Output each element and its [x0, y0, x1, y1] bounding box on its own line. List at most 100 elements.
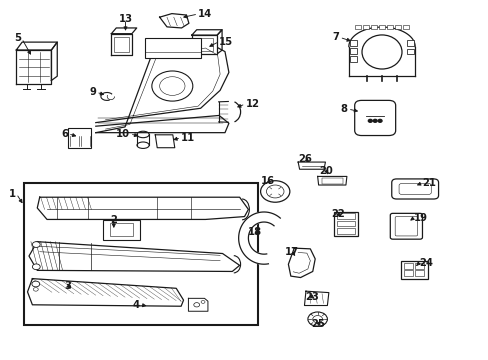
Polygon shape — [51, 42, 57, 81]
Bar — [103, 220, 140, 240]
Text: 16: 16 — [260, 176, 274, 186]
Polygon shape — [188, 298, 207, 311]
Polygon shape — [191, 30, 222, 35]
Circle shape — [372, 120, 376, 122]
Ellipse shape — [137, 131, 149, 138]
Text: 2: 2 — [110, 215, 117, 225]
Circle shape — [32, 264, 40, 270]
FancyBboxPatch shape — [389, 213, 422, 239]
Text: 13: 13 — [118, 14, 132, 24]
Circle shape — [312, 316, 322, 323]
Text: 25: 25 — [311, 319, 325, 329]
Circle shape — [193, 303, 199, 307]
Bar — [354, 25, 360, 29]
Text: 8: 8 — [340, 104, 347, 114]
Text: 7: 7 — [332, 32, 339, 42]
Ellipse shape — [81, 134, 90, 138]
Circle shape — [32, 242, 40, 247]
Polygon shape — [111, 34, 132, 55]
Text: 21: 21 — [422, 178, 436, 188]
Polygon shape — [317, 176, 346, 185]
Bar — [404, 270, 412, 276]
Polygon shape — [159, 14, 188, 28]
Bar — [110, 224, 133, 235]
Circle shape — [201, 301, 204, 303]
Text: 19: 19 — [413, 213, 427, 222]
Bar — [362, 25, 368, 29]
Polygon shape — [155, 135, 174, 148]
Bar — [378, 25, 384, 29]
Bar — [191, 35, 217, 54]
Bar — [349, 40, 356, 46]
FancyBboxPatch shape — [394, 217, 417, 236]
Bar — [407, 49, 413, 54]
Bar — [24, 183, 258, 325]
FancyBboxPatch shape — [398, 184, 430, 194]
Polygon shape — [298, 162, 325, 169]
Circle shape — [266, 185, 284, 198]
Polygon shape — [217, 30, 222, 54]
Circle shape — [159, 77, 184, 95]
Text: 6: 6 — [61, 129, 68, 139]
Polygon shape — [96, 44, 228, 133]
Bar — [400, 261, 427, 279]
Bar — [336, 221, 354, 226]
Polygon shape — [27, 279, 183, 306]
Polygon shape — [111, 28, 137, 34]
Text: 4: 4 — [132, 300, 140, 310]
Ellipse shape — [70, 134, 79, 138]
Text: 22: 22 — [330, 209, 345, 219]
Polygon shape — [304, 291, 328, 306]
Bar — [407, 40, 413, 46]
Text: 20: 20 — [319, 166, 333, 176]
Polygon shape — [29, 242, 239, 271]
Bar — [386, 25, 392, 29]
Circle shape — [152, 71, 192, 101]
Text: 10: 10 — [116, 129, 130, 139]
Text: 5: 5 — [15, 33, 21, 43]
Bar — [349, 56, 356, 62]
Bar — [333, 212, 357, 236]
Bar — [404, 263, 412, 269]
Bar — [114, 37, 129, 52]
Text: 3: 3 — [64, 281, 71, 291]
Bar — [321, 178, 342, 184]
Bar — [403, 25, 408, 29]
Text: 14: 14 — [198, 9, 212, 19]
Polygon shape — [96, 116, 228, 133]
FancyBboxPatch shape — [354, 100, 395, 135]
Bar — [370, 25, 376, 29]
Text: 24: 24 — [418, 258, 432, 268]
Bar — [349, 48, 356, 54]
Polygon shape — [16, 42, 57, 50]
Bar — [68, 128, 91, 148]
Text: 17: 17 — [285, 247, 299, 257]
Circle shape — [307, 312, 327, 326]
Circle shape — [367, 120, 371, 122]
Polygon shape — [288, 248, 315, 278]
Bar — [336, 213, 354, 219]
Text: 1: 1 — [9, 189, 16, 199]
Circle shape — [377, 120, 381, 122]
Text: 18: 18 — [247, 227, 262, 237]
Polygon shape — [37, 197, 248, 220]
Polygon shape — [238, 212, 280, 264]
Bar — [336, 228, 354, 234]
Bar — [414, 263, 423, 269]
Bar — [414, 270, 423, 276]
Text: 9: 9 — [89, 87, 96, 97]
Bar — [144, 39, 200, 58]
Text: 26: 26 — [298, 154, 312, 164]
Bar — [195, 38, 213, 51]
Ellipse shape — [361, 35, 401, 69]
Ellipse shape — [137, 142, 149, 148]
Text: 15: 15 — [219, 37, 233, 46]
Circle shape — [32, 281, 40, 287]
Bar — [394, 25, 400, 29]
Text: 11: 11 — [181, 133, 195, 143]
Text: 12: 12 — [245, 99, 259, 109]
Polygon shape — [16, 50, 51, 84]
Text: 23: 23 — [305, 292, 318, 302]
FancyBboxPatch shape — [391, 179, 438, 199]
Polygon shape — [348, 27, 414, 76]
